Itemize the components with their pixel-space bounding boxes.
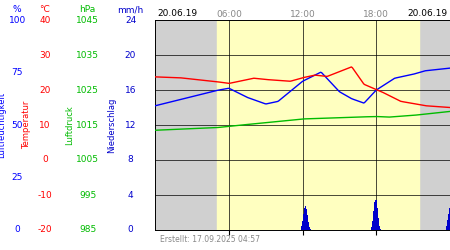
Text: -10: -10 [38, 190, 52, 200]
Bar [375, 200, 377, 230]
Text: 10: 10 [39, 120, 51, 130]
Text: 12: 12 [125, 120, 136, 130]
Text: Luftfeuchtigkeit: Luftfeuchtigkeit [0, 92, 6, 158]
Bar [301, 226, 302, 230]
Text: 30: 30 [39, 50, 51, 59]
Text: 0: 0 [42, 156, 48, 164]
Bar [374, 202, 376, 230]
Text: %: % [13, 6, 22, 15]
Text: -20: -20 [38, 226, 52, 234]
Bar [306, 209, 307, 230]
Text: Niederschlag: Niederschlag [107, 97, 116, 153]
Text: 50: 50 [11, 120, 23, 130]
Text: °C: °C [40, 6, 50, 15]
Text: 20.06.19: 20.06.19 [158, 9, 198, 18]
Text: 1025: 1025 [76, 86, 99, 94]
Bar [448, 214, 450, 230]
Bar [446, 226, 447, 230]
Text: 20: 20 [39, 86, 51, 94]
Text: 1005: 1005 [76, 156, 99, 164]
Bar [371, 227, 373, 230]
Text: 0: 0 [14, 226, 20, 234]
Text: 1015: 1015 [76, 120, 99, 130]
Text: 16: 16 [125, 86, 136, 94]
Bar [216, 20, 419, 230]
Text: 995: 995 [79, 190, 96, 200]
Bar [309, 226, 310, 230]
Text: 20.06.19: 20.06.19 [408, 9, 448, 18]
Text: Erstellt: 17.09.2025 04:57: Erstellt: 17.09.2025 04:57 [160, 235, 260, 244]
Text: Temperatur: Temperatur [22, 101, 32, 149]
Bar [307, 216, 308, 230]
Text: 1045: 1045 [76, 16, 99, 24]
Text: 1035: 1035 [76, 50, 99, 59]
Bar [305, 206, 306, 230]
Text: 0: 0 [128, 226, 133, 234]
Text: 25: 25 [11, 173, 23, 182]
Bar [377, 208, 378, 230]
Text: 985: 985 [79, 226, 96, 234]
Text: 20: 20 [125, 50, 136, 59]
Text: 8: 8 [128, 156, 133, 164]
Text: mm/h: mm/h [117, 6, 144, 15]
Bar [308, 222, 309, 230]
Text: hPa: hPa [80, 6, 96, 15]
Text: 100: 100 [9, 16, 26, 24]
Bar [310, 229, 311, 230]
Bar [380, 229, 381, 230]
Bar [302, 214, 304, 230]
Text: 4: 4 [128, 190, 133, 200]
Text: Luftdruck: Luftdruck [65, 105, 74, 145]
Text: 24: 24 [125, 16, 136, 24]
Bar [302, 221, 303, 230]
Bar [378, 226, 380, 230]
Text: 40: 40 [39, 16, 51, 24]
Text: 75: 75 [11, 68, 23, 77]
Bar [447, 220, 449, 230]
Bar [304, 208, 305, 230]
